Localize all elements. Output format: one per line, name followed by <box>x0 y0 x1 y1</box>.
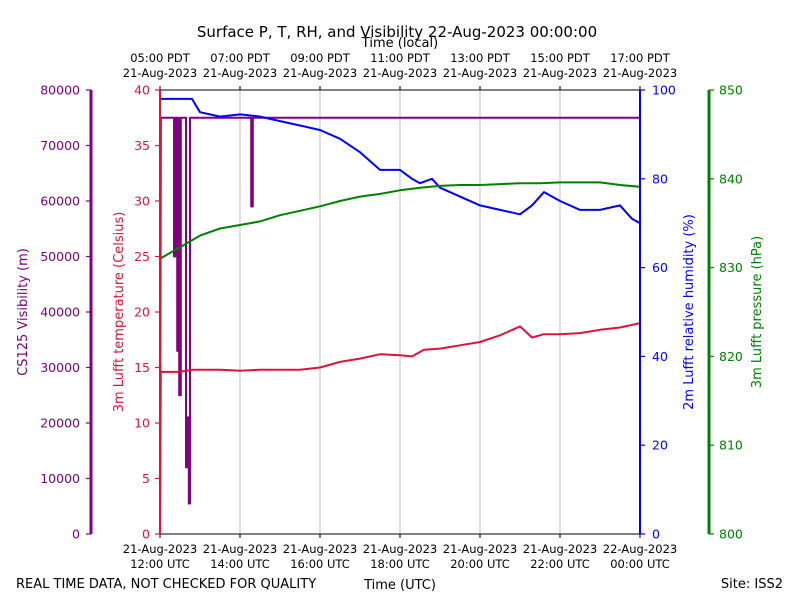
x-tick-label-local: 15:00 PDT <box>530 51 591 65</box>
x-tick-label-utc: 00:00 UTC <box>610 557 670 571</box>
x-tick-label-utc: 22:00 UTC <box>530 557 590 571</box>
x-tick-label-utc: 20:00 UTC <box>450 557 510 571</box>
visibility-tick-label: 10000 <box>40 471 80 486</box>
visibility-tick-label: 80000 <box>40 83 80 98</box>
temperature-tick-label: 30 <box>134 194 150 209</box>
pressure-axis-title: 3m Lufft pressure (hPa) <box>750 236 765 388</box>
x-tick-label-local: 09:00 PDT <box>290 51 351 65</box>
humidity-tick-label: 20 <box>652 438 668 453</box>
x-tick-label-date: 21-Aug-2023 <box>443 542 517 556</box>
visibility-axis-title: CS125 Visibility (m) <box>16 248 31 376</box>
x-tick-label-utc: 18:00 UTC <box>370 557 430 571</box>
footer-site: Site: ISS2 <box>721 577 783 592</box>
series-line-visibility <box>160 116 640 535</box>
humidity-tick-label: 80 <box>652 171 668 186</box>
x-tick-label-utc: 14:00 UTC <box>210 557 270 571</box>
x-tick-label-date: 21-Aug-2023 <box>283 542 357 556</box>
visibility-tick-label: 50000 <box>40 249 80 264</box>
x-tick-label-date: 21-Aug-2023 <box>523 542 597 556</box>
humidity-axis-title: 2m Lufft relative humidity (%) <box>682 214 697 410</box>
series-line-humidity <box>160 97 640 534</box>
pressure-tick-label: 810 <box>719 438 743 453</box>
top-axis-label: Time (local) <box>361 36 438 51</box>
x-tick-label-date: 22-Aug-2023 <box>603 542 677 556</box>
temperature-tick-label: 40 <box>134 83 150 98</box>
humidity-tick-label: 60 <box>652 260 668 275</box>
x-tick-label-date: 21-Aug-2023 <box>363 542 437 556</box>
x-tick-label-local-date: 21-Aug-2023 <box>523 66 597 80</box>
x-tick-label-date: 21-Aug-2023 <box>203 542 277 556</box>
pressure-tick-label: 820 <box>719 349 743 364</box>
series-lines <box>160 97 640 535</box>
chart-title: Surface P, T, RH, and Visibility 22-Aug-… <box>197 23 597 41</box>
pressure-tick-label: 830 <box>719 260 743 275</box>
temperature-tick-label: 20 <box>134 305 150 320</box>
x-tick-label-local-date: 21-Aug-2023 <box>363 66 437 80</box>
visibility-tick-label: 70000 <box>40 138 80 153</box>
x-tick-label-local: 13:00 PDT <box>450 51 511 65</box>
temperature-tick-label: 0 <box>142 527 150 542</box>
visibility-tick-label: 40000 <box>40 305 80 320</box>
visibility-tick-label: 60000 <box>40 194 80 209</box>
grid-lines <box>239 90 561 534</box>
x-tick-label-local: 05:00 PDT <box>130 51 191 65</box>
pressure-tick-label: 840 <box>719 171 743 186</box>
x-tick-label-local-date: 21-Aug-2023 <box>123 66 197 80</box>
series-line-pressure <box>160 181 640 534</box>
footer-quality-note: REAL TIME DATA, NOT CHECKED FOR QUALITY <box>16 577 316 592</box>
x-tick-label-local: 17:00 PDT <box>610 51 671 65</box>
x-tick-label-date: 21-Aug-2023 <box>123 542 197 556</box>
x-tick-label-local-date: 21-Aug-2023 <box>203 66 277 80</box>
temperature-tick-label: 25 <box>134 249 150 264</box>
x-axis-label: Time (UTC) <box>363 578 436 593</box>
humidity-tick-label: 100 <box>652 83 676 98</box>
visibility-tick-label: 20000 <box>40 416 80 431</box>
x-tick-label-local-date: 21-Aug-2023 <box>443 66 517 80</box>
temperature-axis-title: 3m Lufft temperature (Celsius) <box>112 212 127 413</box>
x-tick-label-local-date: 21-Aug-2023 <box>603 66 677 80</box>
x-tick-label-utc: 16:00 UTC <box>290 557 350 571</box>
humidity-tick-label: 0 <box>652 527 660 542</box>
x-tick-label-utc: 12:00 UTC <box>130 557 190 571</box>
visibility-tick-label: 30000 <box>40 360 80 375</box>
x-tick-label-local-date: 21-Aug-2023 <box>283 66 357 80</box>
temperature-tick-label: 15 <box>134 360 150 375</box>
temperature-tick-label: 5 <box>142 471 150 486</box>
x-tick-label-local: 11:00 PDT <box>370 51 431 65</box>
pressure-tick-label: 800 <box>719 527 743 542</box>
humidity-tick-label: 40 <box>652 349 668 364</box>
temperature-tick-label: 10 <box>134 416 150 431</box>
series-line-temperature <box>160 322 640 535</box>
pressure-tick-label: 850 <box>719 83 743 98</box>
x-tick-label-local: 07:00 PDT <box>210 51 271 65</box>
temperature-tick-label: 35 <box>134 138 150 153</box>
visibility-tick-label: 0 <box>72 527 80 542</box>
